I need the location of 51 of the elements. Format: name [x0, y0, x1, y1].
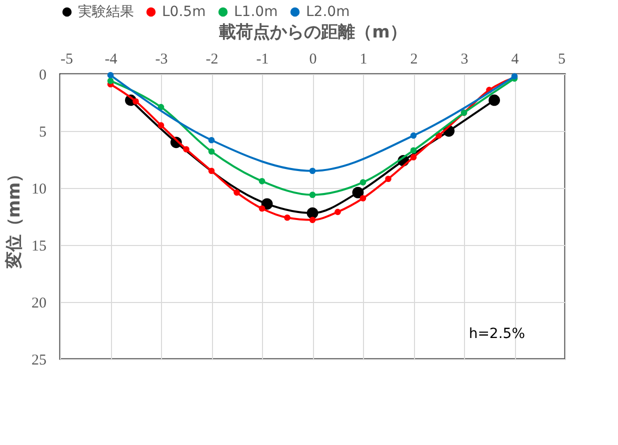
x-axis-title: 載荷点からの距離（m） — [218, 22, 407, 42]
point — [309, 168, 316, 174]
y-tick-label: 25 — [32, 352, 46, 368]
y-axis-title: 変位（mm） — [4, 165, 24, 270]
point — [234, 189, 240, 196]
x-tick-label: -3 — [155, 52, 168, 68]
point — [360, 195, 366, 202]
x-tick-label: 1 — [360, 52, 368, 68]
point — [309, 192, 316, 198]
x-tick-label: -1 — [256, 52, 269, 68]
point — [488, 94, 500, 106]
y-tick-label: 15 — [32, 238, 46, 254]
x-tick-label: -2 — [206, 52, 218, 68]
x-tick-label: 0 — [309, 52, 317, 68]
point — [158, 122, 164, 128]
point — [410, 147, 417, 154]
point — [334, 208, 341, 216]
point — [261, 198, 273, 210]
y-tick-label: 10 — [32, 182, 46, 198]
point — [208, 136, 215, 144]
point — [208, 168, 215, 174]
legend-label: L1.0m — [234, 4, 278, 20]
point — [132, 98, 139, 105]
x-tick-label: 5 — [558, 52, 566, 68]
point — [183, 146, 190, 152]
point — [410, 154, 417, 160]
point — [258, 205, 266, 212]
legend-label: L2.0m — [306, 4, 350, 20]
point — [107, 72, 114, 78]
point — [309, 216, 316, 224]
point — [385, 176, 392, 182]
annotation: h=2.5% — [468, 326, 525, 342]
x-tick-label: 4 — [511, 52, 520, 68]
x-tick-label: -5 — [60, 52, 73, 68]
y-tick-label: 20 — [32, 296, 46, 312]
point — [208, 148, 215, 155]
point — [284, 214, 290, 221]
y-tick-label: 5 — [39, 124, 46, 140]
y-tick-label: 0 — [39, 68, 46, 84]
point — [360, 179, 366, 186]
legend-label: L0.5m — [162, 4, 206, 20]
point — [352, 186, 364, 198]
x-tick-label: 3 — [460, 52, 468, 68]
x-tick-label: -4 — [104, 52, 118, 68]
point — [436, 132, 442, 139]
point — [410, 132, 417, 139]
point — [306, 207, 318, 219]
point — [107, 78, 114, 84]
x-tick-label: 2 — [410, 52, 418, 68]
point — [258, 178, 266, 184]
legend-label: 実験結果 — [78, 4, 134, 20]
